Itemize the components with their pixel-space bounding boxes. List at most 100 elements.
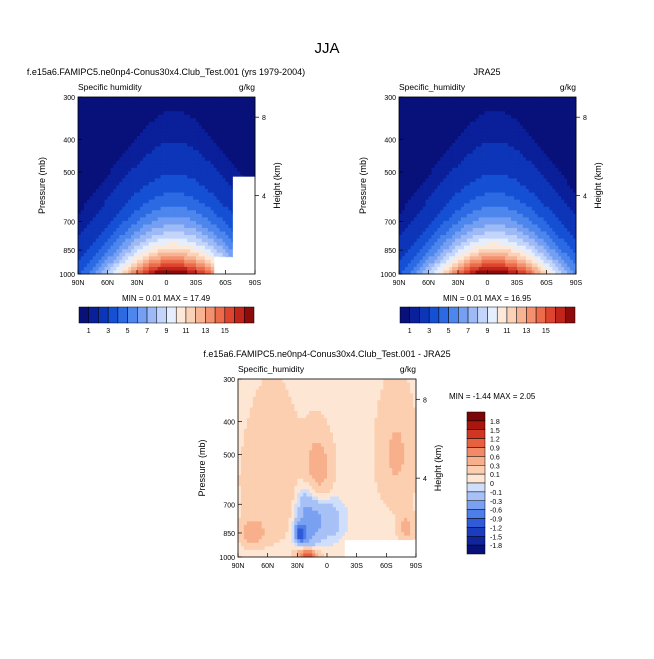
field-cell xyxy=(202,178,205,182)
field-cell xyxy=(511,125,514,129)
field-cell xyxy=(467,115,470,119)
field-cell xyxy=(402,104,405,108)
field-cell xyxy=(190,239,193,243)
field-cell xyxy=(496,256,499,260)
field-cell xyxy=(146,267,149,271)
field-cell xyxy=(208,115,211,119)
field-cell xyxy=(464,168,467,172)
field-cell xyxy=(217,150,220,154)
field-cell xyxy=(461,101,464,105)
field-cell xyxy=(220,246,223,250)
field-cell xyxy=(217,182,220,186)
field-cell xyxy=(128,256,131,260)
field-cell xyxy=(152,122,155,126)
field-cell xyxy=(202,115,205,119)
field-cell xyxy=(131,210,134,214)
field-cell xyxy=(476,235,479,239)
field-cell xyxy=(508,242,511,246)
field-cell xyxy=(446,203,449,207)
field-cell xyxy=(78,139,81,143)
field-cell xyxy=(175,200,178,204)
field-cell xyxy=(140,228,143,232)
field-cell xyxy=(96,157,99,161)
field-cell xyxy=(490,189,493,193)
field-cell xyxy=(490,221,493,225)
field-cell xyxy=(102,132,105,136)
field-cell xyxy=(208,150,211,154)
field-cell xyxy=(440,168,443,172)
field-cell xyxy=(208,118,211,122)
field-cell xyxy=(169,157,172,161)
field-cell xyxy=(511,129,514,133)
field-cell xyxy=(202,164,205,168)
field-cell xyxy=(452,253,455,257)
field-cell xyxy=(190,207,193,211)
field-cell xyxy=(190,157,193,161)
field-cell xyxy=(214,168,217,172)
field-cell xyxy=(140,182,143,186)
field-cell xyxy=(99,249,102,253)
field-cell xyxy=(452,139,455,143)
field-cell xyxy=(202,210,205,214)
field-cell xyxy=(473,186,476,190)
field-cell xyxy=(429,136,432,140)
field-cell xyxy=(102,210,105,214)
field-cell xyxy=(167,101,170,105)
field-cell xyxy=(208,161,211,165)
field-cell xyxy=(137,143,140,147)
field-cell xyxy=(249,108,252,112)
field-cell xyxy=(417,232,420,236)
field-cell xyxy=(488,175,491,179)
field-cell xyxy=(102,207,105,211)
field-cell xyxy=(152,207,155,211)
field-cell xyxy=(220,136,223,140)
field-cell xyxy=(473,111,476,115)
field-cell xyxy=(90,111,93,115)
colorbar-box xyxy=(186,307,196,323)
field-cell xyxy=(417,224,420,228)
field-cell xyxy=(214,214,217,218)
field-cell xyxy=(202,249,205,253)
field-cell xyxy=(113,115,116,119)
field-cell xyxy=(87,217,90,221)
field-cell xyxy=(246,101,249,105)
field-cell xyxy=(178,232,181,236)
field-cell xyxy=(228,108,231,112)
field-cell xyxy=(161,228,164,232)
field-cell xyxy=(461,108,464,112)
field-cell xyxy=(181,200,184,204)
field-cell xyxy=(405,260,408,264)
field-cell xyxy=(446,132,449,136)
field-cell xyxy=(190,224,193,228)
field-cell xyxy=(511,150,514,154)
field-cell xyxy=(184,175,187,179)
field-cell xyxy=(476,232,479,236)
field-cell xyxy=(243,101,246,105)
field-cell xyxy=(455,150,458,154)
field-cell xyxy=(443,129,446,133)
field-cell xyxy=(184,104,187,108)
field-cell xyxy=(84,246,87,250)
field-cell xyxy=(426,239,429,243)
field-cell xyxy=(199,193,202,197)
field-cell xyxy=(131,203,134,207)
field-cell xyxy=(446,101,449,105)
field-cell xyxy=(226,221,229,225)
field-cell xyxy=(84,178,87,182)
field-cell xyxy=(405,139,408,143)
field-cell xyxy=(231,161,234,165)
field-cell xyxy=(84,108,87,112)
field-cell xyxy=(426,260,429,264)
field-cell xyxy=(473,168,476,172)
field-cell xyxy=(214,164,217,168)
field-cell xyxy=(161,147,164,151)
field-cell xyxy=(485,182,488,186)
field-cell xyxy=(211,97,214,101)
field-cell xyxy=(237,139,240,143)
field-cell xyxy=(452,118,455,122)
field-cell xyxy=(228,164,231,168)
field-cell xyxy=(431,196,434,200)
field-cell xyxy=(505,97,508,101)
field-cell xyxy=(146,150,149,154)
field-cell xyxy=(149,232,152,236)
